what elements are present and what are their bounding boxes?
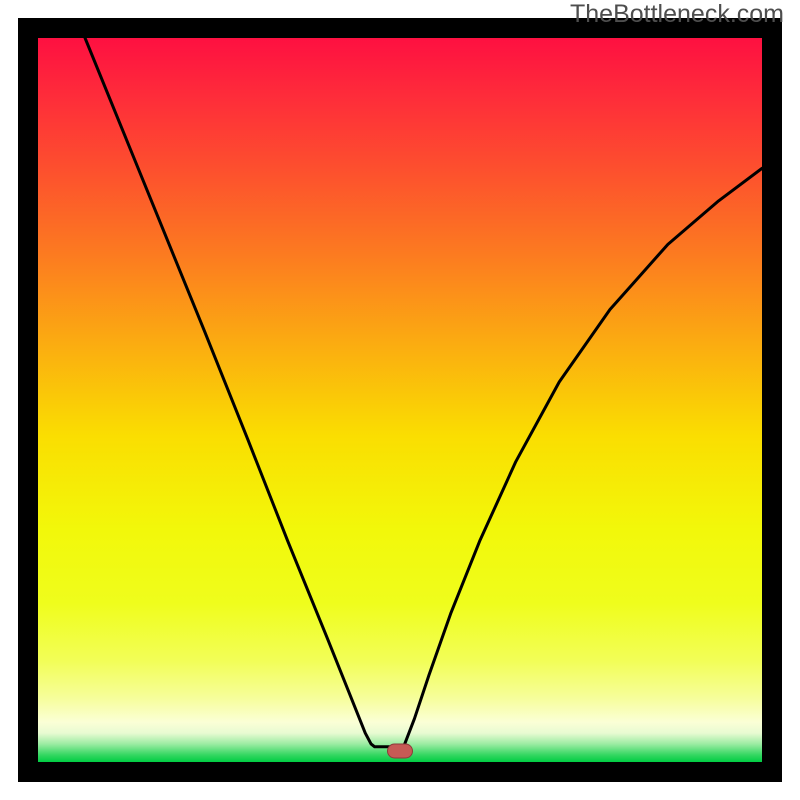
plot-svg: [38, 38, 762, 762]
optimum-marker: [387, 744, 413, 759]
gradient-background: [38, 38, 762, 762]
plot-area: [38, 38, 762, 762]
chart-container: TheBottleneck.com: [0, 0, 800, 800]
watermark-text: TheBottleneck.com: [570, 0, 784, 29]
